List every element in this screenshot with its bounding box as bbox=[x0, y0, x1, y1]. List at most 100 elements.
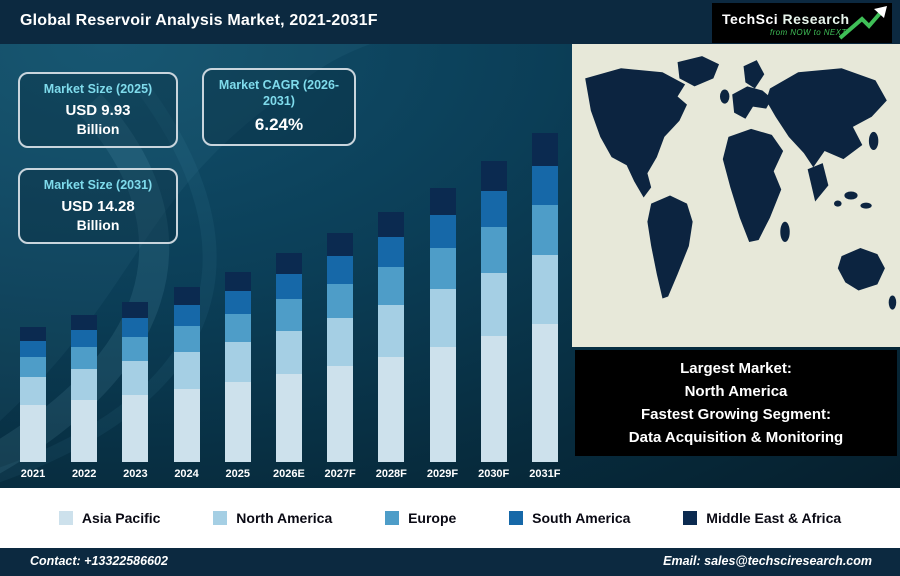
chart-area: Market Size (2025) USD 9.93 Billion Mark… bbox=[0, 44, 900, 488]
bar-segment-north-america bbox=[71, 369, 98, 401]
logo-brand-primary: TechSci bbox=[722, 11, 779, 27]
legend-swatch-south-america bbox=[509, 511, 524, 525]
bar-segment-asia-pacific bbox=[20, 405, 46, 462]
bar-segment-north-america bbox=[20, 377, 46, 406]
brand-logo: TechSci Research from NOW to NEXT bbox=[712, 3, 892, 43]
bar-segment-middle-east-africa bbox=[327, 233, 354, 257]
bar-segment-asia-pacific bbox=[531, 323, 558, 462]
bar-segment-south-america bbox=[327, 256, 354, 284]
bar-year-label: 2024 bbox=[174, 468, 199, 480]
bar-segment-north-america bbox=[224, 342, 251, 383]
bar-stack-2026e bbox=[275, 253, 302, 462]
legend-item-middle-east-africa: Middle East & Africa bbox=[683, 510, 841, 526]
bar-segment-north-america bbox=[173, 351, 200, 389]
bar-segment-south-america bbox=[122, 317, 149, 338]
legend-label-asia-pacific: Asia Pacific bbox=[81, 510, 161, 526]
bar-segment-asia-pacific bbox=[327, 366, 354, 462]
bar-segment-asia-pacific bbox=[122, 394, 149, 462]
market-cagr-value: 6.24% bbox=[254, 115, 304, 135]
legend: Asia Pacific North America Europe South Ame… bbox=[0, 488, 900, 548]
bar-segment-middle-east-africa bbox=[429, 187, 456, 216]
footer-email: Email: sales@techsciresearch.com bbox=[663, 554, 872, 568]
bar-segment-south-america bbox=[224, 291, 251, 314]
bar-segment-europe bbox=[531, 205, 558, 255]
legend-swatch-middle-east-africa bbox=[683, 511, 698, 525]
bar-segment-europe bbox=[327, 283, 354, 318]
bar-segment-south-america bbox=[480, 191, 507, 228]
header-bar: Global Reservoir Analysis Market, 2021-2… bbox=[0, 0, 900, 44]
bar-2025: 2025 bbox=[215, 272, 261, 480]
bar-segment-south-america bbox=[378, 237, 405, 267]
bar-stack-2027f bbox=[327, 233, 354, 462]
bar-year-label: 2028F bbox=[375, 468, 407, 480]
bar-segment-middle-east-africa bbox=[20, 327, 46, 341]
bar-segment-middle-east-africa bbox=[531, 133, 558, 167]
bar-2028f: 2028F bbox=[368, 212, 414, 480]
bar-stack-2025 bbox=[224, 272, 251, 462]
legend-label-europe: Europe bbox=[408, 510, 457, 526]
bar-stack-2021 bbox=[20, 327, 46, 462]
bar-year-label: 2026E bbox=[273, 468, 305, 480]
market-size-2031-unit: Billion bbox=[76, 216, 120, 233]
bar-segment-north-america bbox=[429, 289, 456, 347]
bar-segment-south-america bbox=[71, 329, 98, 348]
note-line-4: Data Acquisition & Monitoring bbox=[628, 429, 844, 447]
bar-segment-europe bbox=[122, 337, 149, 362]
bar-segment-north-america bbox=[531, 254, 558, 324]
bar-segment-middle-east-africa bbox=[71, 314, 98, 330]
bar-2029f: 2029F bbox=[420, 187, 466, 480]
bar-segment-europe bbox=[224, 313, 251, 343]
bars: 2021 2022 2023 2024 2025 2026E 2027F 2028F 2029F… bbox=[10, 133, 568, 480]
bar-segment-asia-pacific bbox=[71, 400, 98, 462]
legend-item-south-america: South America bbox=[509, 510, 630, 526]
bar-segment-south-america bbox=[531, 166, 558, 206]
market-cagr-box: Market CAGR (2026-2031) 6.24% bbox=[202, 68, 356, 146]
bar-segment-europe bbox=[173, 325, 200, 352]
bar-segment-asia-pacific bbox=[378, 357, 405, 462]
bar-segment-europe bbox=[429, 248, 456, 290]
bar-segment-north-america bbox=[480, 272, 507, 336]
market-size-2031-box: Market Size (2031) USD 14.28 Billion bbox=[18, 168, 178, 244]
bar-stack-2022 bbox=[71, 314, 98, 462]
bar-2030f: 2030F bbox=[471, 161, 517, 480]
world-map bbox=[572, 44, 900, 347]
market-size-2031-value: USD 14.28 bbox=[61, 197, 135, 215]
logo-tagline: from NOW to NEXT bbox=[770, 28, 847, 37]
bar-stack-2030f bbox=[480, 161, 507, 462]
note-line-1: Largest Market: bbox=[680, 359, 792, 377]
market-cagr-label: Market CAGR (2026-2031) bbox=[218, 78, 340, 108]
bar-segment-europe bbox=[378, 267, 405, 305]
bar-segment-south-america bbox=[275, 274, 302, 300]
bar-segment-south-america bbox=[429, 215, 456, 249]
bar-segment-asia-pacific bbox=[480, 335, 507, 462]
note-line-2: North America bbox=[684, 382, 788, 400]
bar-segment-middle-east-africa bbox=[480, 161, 507, 192]
legend-label-middle-east-africa: Middle East & Africa bbox=[706, 510, 842, 526]
legend-swatch-asia-pacific bbox=[58, 511, 73, 525]
bar-year-label: 2025 bbox=[225, 468, 250, 480]
world-map-image bbox=[572, 44, 900, 347]
bar-segment-middle-east-africa bbox=[173, 286, 200, 305]
bar-stack-2028f bbox=[378, 212, 405, 462]
bar-segment-europe bbox=[275, 299, 302, 331]
footer-contact: Contact: +13322586602 bbox=[30, 554, 168, 568]
bar-stack-2023 bbox=[122, 301, 149, 462]
page-title: Global Reservoir Analysis Market, 2021-2… bbox=[20, 12, 378, 29]
bar-segment-middle-east-africa bbox=[224, 272, 251, 292]
market-size-2025-label: Market Size (2025) bbox=[43, 82, 153, 96]
bar-segment-asia-pacific bbox=[224, 382, 251, 462]
bar-segment-south-america bbox=[173, 304, 200, 326]
bar-stack-2031f bbox=[531, 133, 558, 462]
bar-year-label: 2029F bbox=[426, 468, 459, 480]
logo-arrow-icon bbox=[838, 6, 887, 40]
bar-year-label: 2023 bbox=[123, 468, 148, 480]
bar-segment-south-america bbox=[20, 340, 46, 358]
market-size-2025-value: USD 9.93 bbox=[65, 101, 131, 119]
bar-segment-asia-pacific bbox=[429, 346, 456, 462]
market-note-box: Largest Market: North America Fastest Gr… bbox=[575, 350, 897, 456]
bar-segment-north-america bbox=[378, 304, 405, 357]
bar-segment-europe bbox=[480, 227, 507, 273]
legend-item-asia-pacific: Asia Pacific bbox=[58, 510, 161, 526]
bar-2024: 2024 bbox=[164, 286, 210, 480]
